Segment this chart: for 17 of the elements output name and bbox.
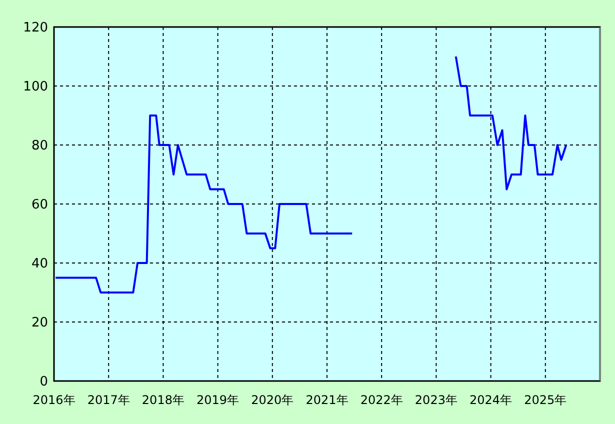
y-tick-label: 40 — [31, 256, 48, 272]
y-tick-label: 80 — [31, 138, 48, 154]
x-tick-label: 2020年 — [251, 393, 294, 407]
x-tick-label: 2025年 — [524, 393, 567, 407]
y-tick-label: 0 — [40, 374, 48, 390]
x-tick-label: 2021年 — [306, 393, 348, 407]
x-tick-label: 2023年 — [414, 393, 458, 407]
y-tick-label: 60 — [31, 198, 48, 213]
x-tick-label: 2018年 — [142, 393, 184, 407]
y-tick-label: 20 — [31, 316, 48, 331]
y-tick-label: 120 — [23, 20, 48, 36]
x-tick-label: 2019年 — [196, 393, 240, 407]
x-tick-label: 2024年 — [470, 393, 512, 407]
x-tick-label: 2017年 — [87, 393, 130, 407]
x-tick-label: 2022年 — [360, 393, 403, 407]
x-tick-label: 2016年 — [32, 393, 76, 407]
y-tick-label: 100 — [23, 80, 48, 95]
